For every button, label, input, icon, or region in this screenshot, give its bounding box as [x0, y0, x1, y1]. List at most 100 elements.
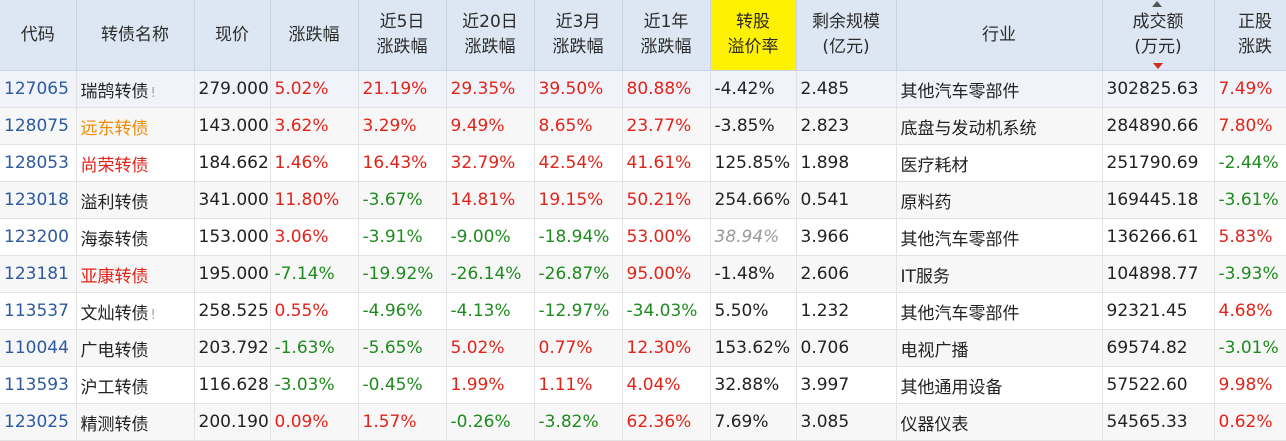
bond-name-cell-text[interactable]: 海泰转债 — [80, 229, 149, 250]
bond-name-cell-text[interactable]: 尚荣转债 — [80, 155, 149, 176]
bond-name-cell-text[interactable]: 精测转债 — [80, 414, 149, 435]
bond-name-cell-text[interactable]: 远东转债 — [80, 118, 149, 139]
bond-code-cell[interactable]: 113537 — [0, 292, 77, 330]
column-header-change[interactable]: 涨跌幅 — [270, 0, 359, 71]
column-header-sublabel: (亿元) — [822, 37, 870, 57]
remaining-size-cell: 2.823 — [796, 107, 897, 145]
column-header-name[interactable]: 转债名称 — [76, 0, 195, 71]
column-header-stock-change[interactable]: 正股 涨跌 — [1214, 0, 1286, 71]
industry-cell-text: 医疗耗材 — [900, 155, 969, 176]
warning-icon: ! — [150, 307, 156, 323]
stock-change-cell-text: -2.44% — [1218, 153, 1279, 173]
bond-code-cell-text[interactable]: 127065 — [4, 79, 69, 99]
bond-name-cell[interactable]: 远东转债 — [76, 107, 195, 145]
turnover-cell: 54565.33 — [1102, 403, 1215, 441]
bond-code-cell-text[interactable]: 128075 — [4, 116, 69, 136]
bond-name-cell-text[interactable]: 溢利转债 — [80, 192, 149, 213]
stock-change-cell: -3.93% — [1214, 255, 1286, 293]
bond-name-cell[interactable]: 文灿转债! — [76, 292, 195, 330]
column-header-change-3m[interactable]: 近3月 涨跌幅 — [534, 0, 623, 71]
bond-code-cell-text[interactable]: 123200 — [4, 227, 69, 247]
bond-code-cell[interactable]: 123025 — [0, 403, 77, 441]
change-1y-cell-text: 95.00% — [626, 264, 692, 284]
bond-code-cell[interactable]: 128075 — [0, 107, 77, 145]
bond-name-cell[interactable]: 精测转债 — [76, 403, 195, 441]
sort-down-icon[interactable] — [1153, 63, 1163, 69]
change-5d-cell: -4.96% — [358, 292, 447, 330]
column-header-change-1y[interactable]: 近1年 涨跌幅 — [622, 0, 711, 71]
price-cell: 203.792 — [194, 329, 271, 367]
bond-name-cell[interactable]: 瑞鹄转债! — [76, 70, 195, 108]
bond-code-cell[interactable]: 123200 — [0, 218, 77, 256]
column-header-industry[interactable]: 行业 — [896, 0, 1103, 71]
table-row[interactable]: 123018 溢利转债 341.000 11.80% -3.67% 14.81% 19.15… — [0, 181, 1286, 219]
industry-cell-text: 其他汽车零部件 — [900, 303, 1020, 324]
sort-up-icon[interactable] — [1152, 1, 1162, 7]
bond-name-cell[interactable]: 广电转债 — [76, 329, 195, 367]
stock-change-cell: 5.83% — [1214, 218, 1286, 256]
bond-name-cell[interactable]: 溢利转债 — [76, 181, 195, 219]
stock-change-cell-text: -3.61% — [1218, 190, 1279, 210]
bond-name-cell-text[interactable]: 沪工转债 — [80, 377, 149, 398]
change-20d-cell: 32.79% — [446, 144, 535, 182]
table-row[interactable]: 123025 精测转债 200.190 0.09% 1.57% -0.26% -3.82% 6… — [0, 403, 1286, 441]
bond-code-cell[interactable]: 128053 — [0, 144, 77, 182]
change-5d-cell-text: 21.19% — [362, 79, 428, 99]
bond-name-cell[interactable]: 尚荣转债 — [76, 144, 195, 182]
bond-name-cell-text[interactable]: 亚康转债 — [80, 266, 149, 287]
change-cell: 5.02% — [270, 70, 359, 108]
bond-code-cell[interactable]: 127065 — [0, 70, 77, 108]
bond-code-cell-text[interactable]: 123181 — [4, 264, 69, 284]
industry-cell: 电视广播 — [896, 329, 1103, 367]
table-row[interactable]: 123200 海泰转债 153.000 3.06% -3.91% -9.00% -18.94… — [0, 218, 1286, 256]
table-row[interactable]: 123181 亚康转债 195.000 -7.14% -19.92% -26.14% -26… — [0, 255, 1286, 293]
table-row[interactable]: 128053 尚荣转债 184.662 1.46% 16.43% 32.79% 42.54%… — [0, 144, 1286, 182]
column-header-code[interactable]: 代码 — [0, 0, 77, 71]
column-header-premium[interactable]: 转股 溢价率 — [710, 0, 797, 71]
table-row[interactable]: 128075 远东转债 143.000 3.62% 3.29% 9.49% 8.65% 23.… — [0, 107, 1286, 145]
bond-code-cell-text[interactable]: 113593 — [4, 375, 69, 395]
change-3m-cell-text: -18.94% — [538, 227, 610, 247]
column-header-sublabel: 涨跌幅 — [464, 37, 516, 57]
change-3m-cell-text: 39.50% — [538, 79, 604, 99]
change-cell: 0.55% — [270, 292, 359, 330]
change-cell: 3.06% — [270, 218, 359, 256]
table-row[interactable]: 113593 沪工转债 116.628 -3.03% -0.45% 1.99% 1.11% 4… — [0, 366, 1286, 404]
column-header-change-20d[interactable]: 近20日 涨跌幅 — [446, 0, 535, 71]
change-3m-cell-text: -26.87% — [538, 264, 610, 284]
change-1y-cell-text: 23.77% — [626, 116, 692, 136]
bond-code-cell[interactable]: 123018 — [0, 181, 77, 219]
table-row[interactable]: 113537 文灿转债! 258.525 0.55% -4.96% -4.13% -12.9… — [0, 292, 1286, 330]
change-20d-cell-text: 5.02% — [450, 338, 505, 358]
column-header-change-5d[interactable]: 近5日 涨跌幅 — [358, 0, 447, 71]
bond-code-cell-text[interactable]: 110044 — [4, 338, 69, 358]
price-cell-text: 341.000 — [198, 190, 269, 210]
column-header-turnover[interactable]: 成交额 (万元) — [1102, 0, 1215, 71]
stock-change-cell: -2.44% — [1214, 144, 1286, 182]
bond-code-cell-text[interactable]: 128053 — [4, 153, 69, 173]
stock-change-cell: 9.98% — [1214, 366, 1286, 404]
change-cell-text: 0.09% — [274, 412, 329, 432]
table-row[interactable]: 110044 广电转债 203.792 -1.63% -5.65% 5.02% 0.77% 1… — [0, 329, 1286, 367]
bond-code-cell-text[interactable]: 123018 — [4, 190, 69, 210]
column-header-remaining-size[interactable]: 剩余规模 (亿元) — [796, 0, 897, 71]
premium-cell-text: -3.85% — [714, 116, 775, 136]
table-row[interactable]: 127065 瑞鹄转债! 279.000 5.02% 21.19% 29.35% 39.50… — [0, 70, 1286, 108]
bond-name-cell[interactable]: 亚康转债 — [76, 255, 195, 293]
bond-code-cell-text[interactable]: 113537 — [4, 301, 69, 321]
remaining-size-cell-text: 3.085 — [800, 412, 850, 432]
bond-name-cell-text[interactable]: 广电转债 — [80, 340, 149, 361]
column-header-price[interactable]: 现价 — [194, 0, 271, 71]
change-5d-cell-text: 16.43% — [362, 153, 428, 173]
bond-name-cell-text[interactable]: 文灿转债 — [80, 303, 149, 324]
bond-code-cell-text[interactable]: 123025 — [4, 412, 69, 432]
bond-name-cell-text[interactable]: 瑞鹄转债 — [80, 81, 149, 102]
stock-change-cell-text: 5.83% — [1218, 227, 1273, 247]
change-cell-text: -3.03% — [274, 375, 335, 395]
bond-code-cell[interactable]: 113593 — [0, 366, 77, 404]
bond-name-cell[interactable]: 海泰转债 — [76, 218, 195, 256]
stock-change-cell: 7.80% — [1214, 107, 1286, 145]
bond-code-cell[interactable]: 123181 — [0, 255, 77, 293]
bond-name-cell[interactable]: 沪工转债 — [76, 366, 195, 404]
bond-code-cell[interactable]: 110044 — [0, 329, 77, 367]
